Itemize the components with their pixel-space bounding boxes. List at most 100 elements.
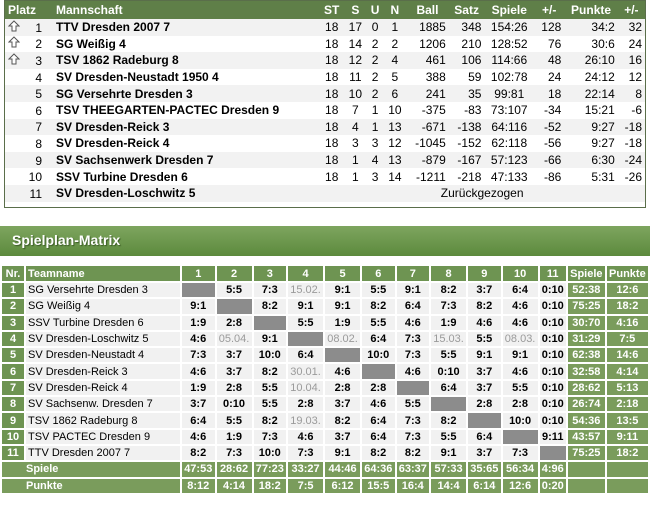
- place-cell: 7: [5, 118, 53, 136]
- stat-u: 2: [366, 85, 384, 102]
- promotion-arrow-icon: [8, 153, 20, 165]
- matrix-header-col: 5: [325, 266, 361, 281]
- stat-punkte: 5:31: [591, 169, 615, 184]
- promotion-arrow-icon: [8, 119, 20, 131]
- stat-diff: 24: [547, 70, 562, 85]
- row-spiele-total: 75:25: [567, 445, 605, 461]
- result-cell: 4:6: [396, 315, 430, 330]
- stat-ball: 1206: [419, 36, 446, 51]
- stat-n: 13: [383, 151, 407, 169]
- result-cell: 2:8: [502, 397, 538, 412]
- matrix-row-number: 6: [2, 364, 24, 379]
- matrix-row: 8 SV Sachsenw. Dresden 7 3:7 0:10 5:5 2:8 3:7 4…: [2, 397, 648, 412]
- matrix-team-name: SV Dresden-Loschwitz 5: [26, 331, 180, 347]
- place-cell: 2: [5, 36, 53, 53]
- matrix-header-nr: Nr.: [2, 266, 24, 281]
- result-cell: 3:7: [468, 445, 501, 461]
- footer-spiele-value: 35:65: [468, 462, 501, 477]
- place-cell: 10: [5, 168, 53, 185]
- footer-spiele-value: 64:36: [362, 462, 395, 477]
- stat-u: 0: [366, 19, 384, 36]
- stat-pdiff: 24: [628, 36, 642, 51]
- matrix-row-number: 4: [2, 331, 24, 347]
- standings-row: 7 SV Dresden-Reick 3 18 4 1 13 -671 -138 64:116-…: [5, 118, 645, 136]
- matrix-row: 9 TSV 1862 Radeburg 8 6:4 5:5 8:2 19.03. 8:2 6:…: [2, 413, 648, 428]
- header-spiele: Spiele: [484, 1, 535, 19]
- footer-spiele-value: 44:46: [325, 462, 361, 477]
- row-spiele-total: 32:58: [567, 364, 605, 379]
- result-cell: 5:5: [253, 380, 287, 396]
- result-cell: 6:4: [362, 429, 395, 444]
- place-cell: 5: [5, 85, 53, 102]
- place-number: 9: [35, 153, 42, 168]
- result-cell: 8:2: [362, 299, 395, 314]
- stat-n: 12: [388, 136, 402, 151]
- stat-s: 12: [344, 52, 367, 69]
- matrix-header-spiele: Spiele: [567, 266, 605, 281]
- stat-diff: -66: [534, 151, 565, 169]
- standings-row: 9 SV Sachsenwerk Dresden 7 18 1 4 13 -879 -167 5…: [5, 151, 645, 169]
- diagonal-cell: [468, 413, 501, 428]
- footer-spiele-value: 56:34: [502, 462, 538, 477]
- place-number: 6: [35, 103, 42, 118]
- stat-satz: -218: [457, 169, 482, 184]
- stat-s: 7: [352, 103, 359, 118]
- row-punkte-total: 5:13: [606, 380, 648, 396]
- stat-satz: 348: [448, 19, 485, 36]
- matrix-header-col: 11: [539, 266, 566, 281]
- promotion-arrow-icon: [8, 86, 20, 98]
- matrix-header-col: 1: [182, 266, 215, 281]
- result-cell: 4:6: [182, 429, 215, 444]
- result-cell: 6:4: [362, 413, 395, 428]
- header-mannschaft: Mannschaft: [53, 1, 320, 19]
- stat-pdiff: 12: [628, 70, 642, 85]
- row-punkte-total: 4:16: [606, 315, 648, 330]
- place-number: 8: [35, 136, 42, 151]
- row-punkte-total: 14:6: [606, 348, 648, 363]
- matrix-row-number: 7: [2, 380, 24, 396]
- row-punkte-total: 7:5: [606, 331, 648, 347]
- result-cell: 5:5: [362, 315, 395, 330]
- matrix-title: Spielplan-Matrix: [12, 232, 121, 248]
- stat-s: 11: [349, 70, 362, 85]
- result-cell: 10:0: [253, 348, 287, 363]
- matrix-team-name: SG Versehrte Dresden 3: [26, 283, 180, 298]
- matrix-header-col: 10: [502, 266, 538, 281]
- stat-satz: 106: [448, 52, 485, 69]
- pending-date-cell: 08.02.: [325, 331, 361, 347]
- matrix-row: 5 SV Dresden-Neustadt 4 7:3 3:7 10:0 6:4 10:0 7…: [2, 348, 648, 363]
- result-cell: 2:8: [468, 397, 501, 412]
- matrix-header-col: 2: [216, 266, 252, 281]
- stat-satz: -83: [464, 103, 482, 118]
- stat-spiele: 99:81: [484, 85, 535, 102]
- matrix-header-col: 6: [362, 266, 395, 281]
- matrix-row-number: 8: [2, 397, 24, 412]
- header-platz: Platz: [5, 1, 53, 19]
- matrix-team-name: SV Dresden-Reick 3: [26, 364, 180, 379]
- result-cell: 7:3: [396, 348, 430, 363]
- place-number: 11: [29, 186, 42, 201]
- diagonal-cell: [253, 315, 287, 330]
- stat-u: 4: [366, 151, 384, 169]
- result-cell: 5:5: [396, 397, 430, 412]
- stat-st: 18: [319, 52, 345, 69]
- promotion-arrow-icon: [7, 36, 21, 48]
- stat-spiele: 64:116: [484, 118, 535, 136]
- result-cell: 3:7: [468, 380, 501, 396]
- result-cell: 9:11: [539, 429, 566, 444]
- stat-u: 3: [371, 169, 379, 184]
- header-punkte: Punkte: [564, 1, 618, 19]
- result-cell: 9:1: [253, 331, 287, 347]
- stat-u: 2: [371, 36, 379, 51]
- spacer: [8, 186, 20, 198]
- footer-punkte-value: 14:4: [431, 478, 467, 493]
- stat-st: 18: [319, 151, 345, 169]
- stat-pdiff: -24: [617, 151, 645, 169]
- place-number: 7: [35, 120, 42, 135]
- stat-pdiff: -6: [631, 103, 642, 118]
- stat-st: 18: [325, 169, 339, 184]
- row-punkte-total: 2:18: [606, 397, 648, 412]
- row-spiele-total: 52:38: [567, 283, 605, 298]
- pending-date-cell: 05.04.: [216, 331, 252, 347]
- standings-header-row: Platz Mannschaft ST S U N Ball Satz Spie…: [5, 1, 645, 19]
